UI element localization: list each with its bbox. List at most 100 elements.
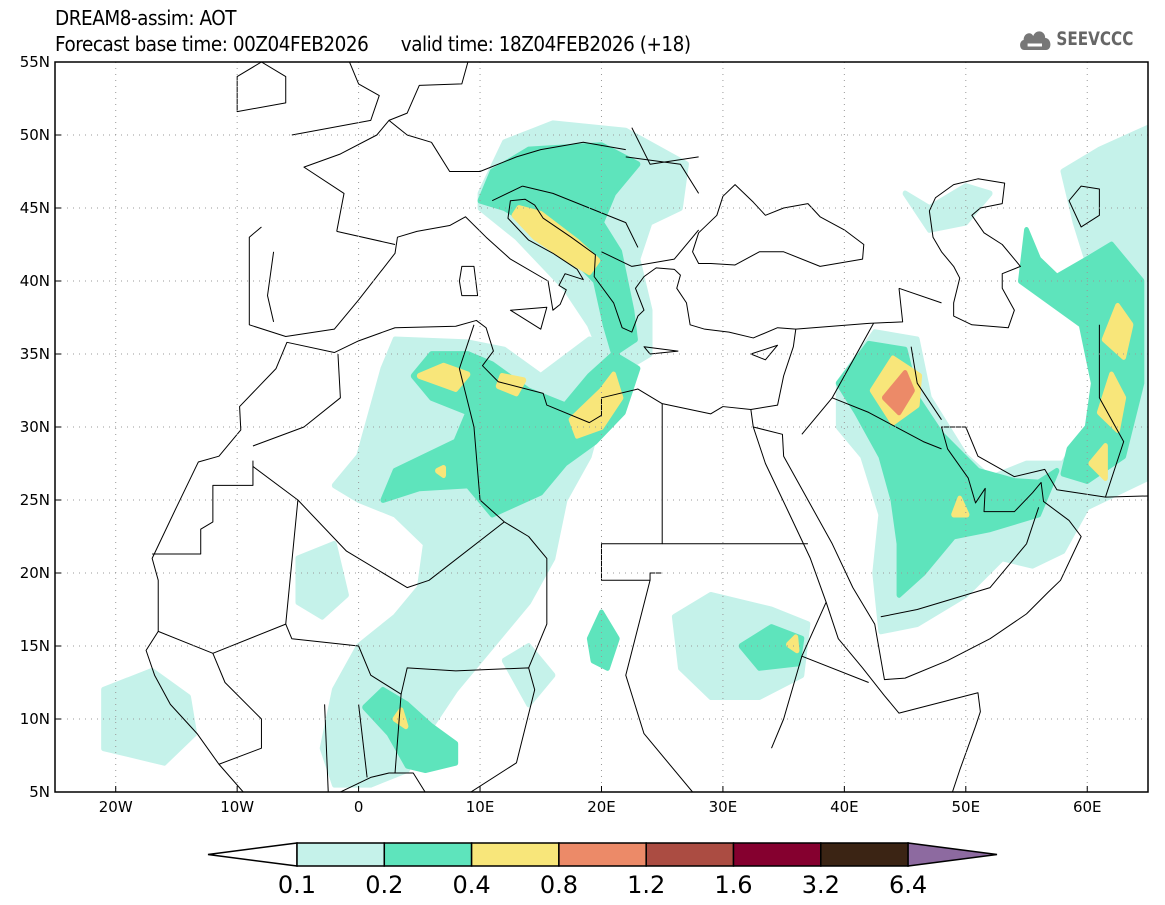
longitude-label: 60E — [1073, 798, 1102, 816]
country-border — [389, 120, 432, 142]
latitude-label: 20N — [20, 564, 50, 582]
colorbar-bin — [558, 842, 647, 867]
country-border — [152, 461, 253, 554]
aot-0.4-0.8-area — [392, 707, 409, 730]
longitude-label: 50E — [952, 798, 981, 816]
country-border — [771, 656, 801, 748]
longitude-label: 10W — [220, 798, 254, 816]
colorbar-label: 1.2 — [627, 871, 665, 899]
aot-0.1-0.2-area — [902, 183, 993, 233]
country-border — [899, 288, 942, 303]
latitude-label: 30N — [20, 418, 50, 436]
latitude-label: 25N — [20, 491, 50, 509]
coastline — [146, 199, 796, 801]
aot-0.1-0.2-area — [101, 667, 198, 766]
country-border — [337, 231, 395, 244]
latitude-label: 50N — [20, 126, 50, 144]
colorbar-label: 3.2 — [802, 871, 840, 899]
aot-0.4-0.8-area — [1096, 371, 1127, 433]
colorbar-label: 1.6 — [714, 871, 752, 899]
map-title: DREAM8-assim: AOT — [55, 6, 237, 30]
valid-time: valid time: 18Z04FEB2026 (+18) — [400, 32, 691, 56]
latitude-label: 35N — [20, 345, 50, 363]
colorbar-bin — [383, 842, 473, 867]
latitude-label: 5N — [29, 783, 50, 801]
aot-0.2-0.4-area — [586, 609, 620, 671]
coastline — [459, 266, 477, 295]
aot-0.4-0.8-area — [435, 464, 447, 479]
country-border — [213, 653, 262, 764]
colorbar-legend: 0.1 0.2 0.4 0.8 1.2 1.6 3.2 6.4 — [207, 842, 998, 899]
colorbar-label: 6.4 — [889, 871, 927, 899]
aot-0.1-0.2-area — [295, 540, 349, 620]
aot-0.4-0.8-area — [951, 495, 970, 518]
country-border — [359, 704, 368, 777]
coastline — [510, 307, 546, 329]
country-border — [911, 347, 941, 420]
colorbar-label: 0.2 — [365, 871, 403, 899]
cloud-icon — [1020, 31, 1051, 50]
coastline — [644, 347, 678, 354]
country-border — [158, 466, 298, 653]
aot-0.4-0.8-area — [511, 205, 601, 276]
country-border — [253, 354, 340, 446]
aot-0.4-0.8-area — [786, 634, 800, 654]
country-border — [626, 580, 693, 792]
aot-0.2-0.4-area — [362, 686, 459, 774]
aot-0.8-1.2-area — [882, 370, 915, 416]
latitude-label: 55N — [20, 53, 50, 71]
colorbar-label: 0.4 — [453, 871, 491, 899]
country-border — [601, 404, 662, 581]
colorbar-above-range — [907, 842, 998, 867]
country-border — [459, 325, 546, 668]
coastline — [304, 62, 468, 231]
longitude-label: 40E — [830, 798, 859, 816]
colorbar-label: 0.8 — [540, 871, 578, 899]
country-border — [802, 602, 869, 682]
colorbar-bin — [732, 842, 822, 867]
colorbar-below-range — [207, 842, 298, 867]
country-border — [492, 186, 522, 201]
aral-sea-coast — [1069, 186, 1099, 227]
country-border — [796, 288, 903, 329]
country-border — [601, 230, 698, 267]
coastline — [751, 345, 778, 360]
base-time: Forecast base time: 00Z04FEB2026 — [55, 32, 369, 56]
coastline — [334, 773, 476, 807]
country-border — [626, 157, 699, 194]
country-border — [298, 500, 504, 588]
latitude-label: 45N — [20, 199, 50, 217]
seevccc-logo: SEEVCCC — [1018, 26, 1133, 52]
country-border — [832, 323, 873, 397]
longitude-label: 30E — [709, 798, 738, 816]
country-border — [881, 544, 1027, 617]
coastline — [751, 409, 981, 806]
country-border — [632, 128, 699, 165]
country-border — [802, 398, 942, 449]
colorbar-bin — [470, 842, 560, 867]
country-border — [1027, 507, 1039, 544]
colorbar-label: 0.1 — [278, 871, 316, 899]
aot-0.4-0.8-area — [416, 362, 471, 392]
country-border — [286, 624, 535, 798]
colorbar-bin — [645, 842, 735, 867]
black-sea-coast — [693, 185, 864, 267]
country-border — [431, 142, 625, 171]
longitude-label: 0 — [354, 798, 364, 816]
latitude-label: 15N — [20, 637, 50, 655]
colorbar-bin — [296, 842, 386, 867]
longitude-label: 20E — [587, 798, 616, 816]
logo-text: SEEVCCC — [1056, 28, 1134, 50]
aot-0.2-0.4-area — [738, 624, 805, 671]
country-border — [1099, 325, 1123, 497]
caspian-sea-coast — [929, 179, 1020, 328]
longitude-label: 20W — [99, 798, 133, 816]
coastline — [237, 62, 286, 112]
country-border — [395, 694, 401, 773]
country-border — [268, 252, 274, 322]
coastline — [292, 55, 379, 135]
latitude-label: 40N — [20, 272, 50, 290]
longitude-label: 10E — [466, 798, 495, 816]
aot-0.1-0.2-area — [501, 643, 556, 708]
